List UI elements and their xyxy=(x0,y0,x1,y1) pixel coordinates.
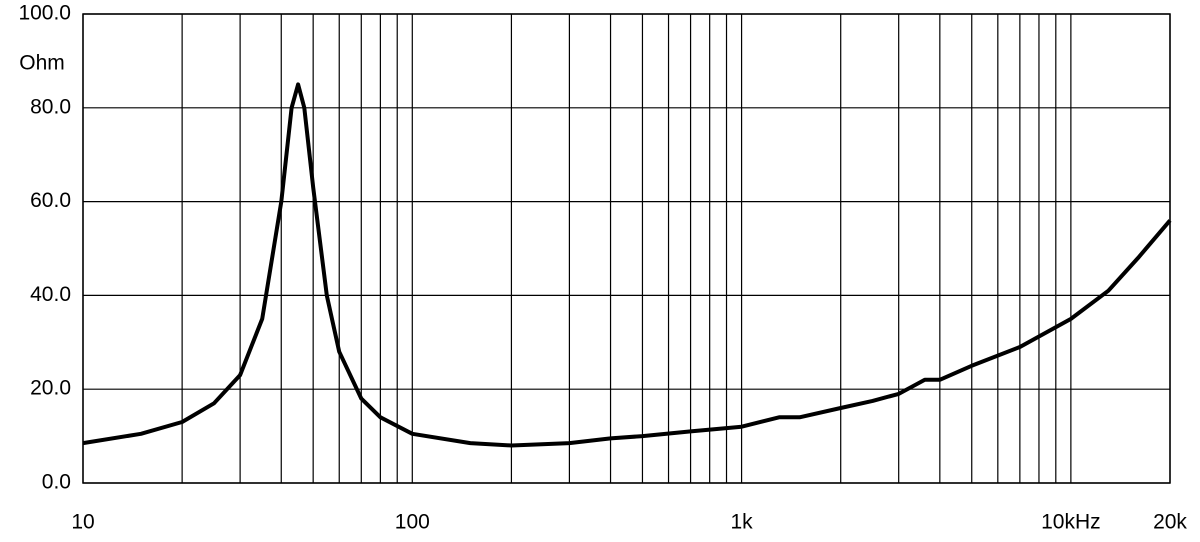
x-tick-label: 10 xyxy=(71,511,94,534)
x-tick-label: 1k xyxy=(730,511,753,534)
y-tick-label: 40.0 xyxy=(30,283,71,306)
impedance-curve xyxy=(82,82,1172,448)
x-tick-label: 100 xyxy=(395,511,430,534)
y-tick-label: 80.0 xyxy=(30,95,71,118)
y-tick-label: 100.0 xyxy=(18,2,71,25)
y-tick-label: 20.0 xyxy=(30,377,71,400)
x-tick-label: 10kHz xyxy=(1041,511,1101,534)
plot-frame xyxy=(82,13,1171,484)
x-tick-label: 20k xyxy=(1153,511,1187,534)
y-unit-label: Ohm xyxy=(19,52,65,75)
y-tick-label: 60.0 xyxy=(30,189,71,212)
y-tick-label: 0.0 xyxy=(42,471,71,494)
